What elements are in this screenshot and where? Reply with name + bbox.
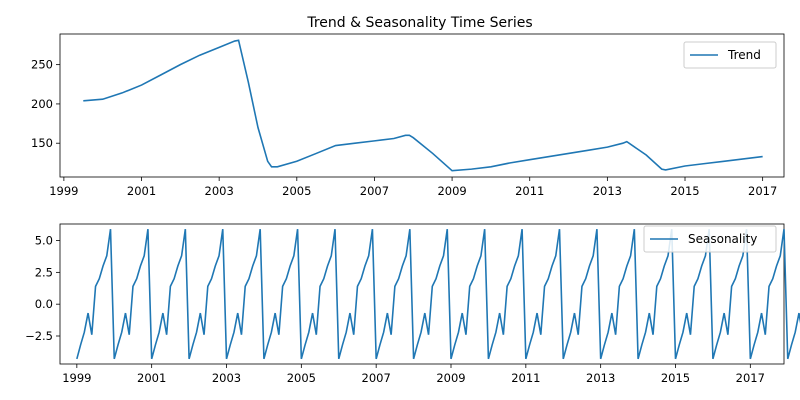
trend-x-tick-label: 1999 (49, 184, 78, 198)
seasonality-legend-box (643, 225, 777, 253)
trend-series-line (83, 39, 763, 172)
seasonality-x-tick-label: 2001 (137, 371, 166, 385)
seasonality-axis-ticks: 1999 2001 2003 2005 2007 2009 2011 2013 2015 2017… (25, 234, 765, 385)
trend-legend: Trend (683, 41, 777, 69)
seasonality-y-tick-label: −2.5 (25, 329, 53, 343)
trend-x-tick-label: 2011 (515, 184, 544, 198)
seasonality-x-tick-label: 2013 (586, 371, 615, 385)
seasonality-x-tick-label: 2005 (287, 371, 316, 385)
trend-y-tick-label: 250 (31, 58, 53, 72)
seasonality-x-tick-label: 2017 (736, 371, 765, 385)
seasonality-x-tick-label: 2015 (661, 371, 690, 385)
trend-x-tick-label: 2003 (205, 184, 234, 198)
trend-x-tick-label: 2015 (670, 184, 699, 198)
seasonality-y-tick-label: 2.5 (35, 265, 53, 279)
trend-legend-box (683, 41, 777, 69)
trend-x-tick-label: 2005 (282, 184, 311, 198)
seasonality-y-tick-label: 0.0 (35, 297, 53, 311)
trend-axis-ticks: 1999 2001 2003 2005 2007 2009 2011 2013 2015 2017… (31, 58, 777, 198)
trend-y-tick-label: 200 (31, 97, 53, 111)
trend-y-tick-label: 150 (31, 136, 53, 150)
trend-x-tick-label: 2013 (593, 184, 622, 198)
seasonality-plot-frame (59, 223, 785, 365)
seasonality-x-tick-label: 2007 (362, 371, 391, 385)
chart-title: Trend & Seasonality Time Series (306, 15, 532, 31)
seasonality-x-tick-label: 2011 (511, 371, 540, 385)
seasonality-x-tick-label: 2009 (436, 371, 465, 385)
trend-x-tick-label: 2001 (127, 184, 156, 198)
seasonality-panel: 1999 2001 2003 2005 2007 2009 2011 2013 2015 2017… (25, 223, 800, 385)
trend-x-tick-label: 2017 (748, 184, 777, 198)
seasonality-legend: Seasonality (643, 225, 777, 253)
trend-legend-label: Trend (727, 48, 761, 62)
trend-x-tick-label: 2007 (360, 184, 389, 198)
seasonality-legend-label: Seasonality (688, 232, 757, 246)
seasonality-series-line (76, 228, 800, 360)
seasonality-x-tick-label: 1999 (62, 371, 91, 385)
trend-panel: 1999 2001 2003 2005 2007 2009 2011 2013 2015 2017… (31, 33, 785, 198)
seasonality-x-tick-label: 2003 (212, 371, 241, 385)
trend-x-tick-label: 2009 (437, 184, 466, 198)
trend-plot-frame (59, 33, 785, 178)
seasonality-y-tick-label: 5.0 (35, 234, 53, 248)
